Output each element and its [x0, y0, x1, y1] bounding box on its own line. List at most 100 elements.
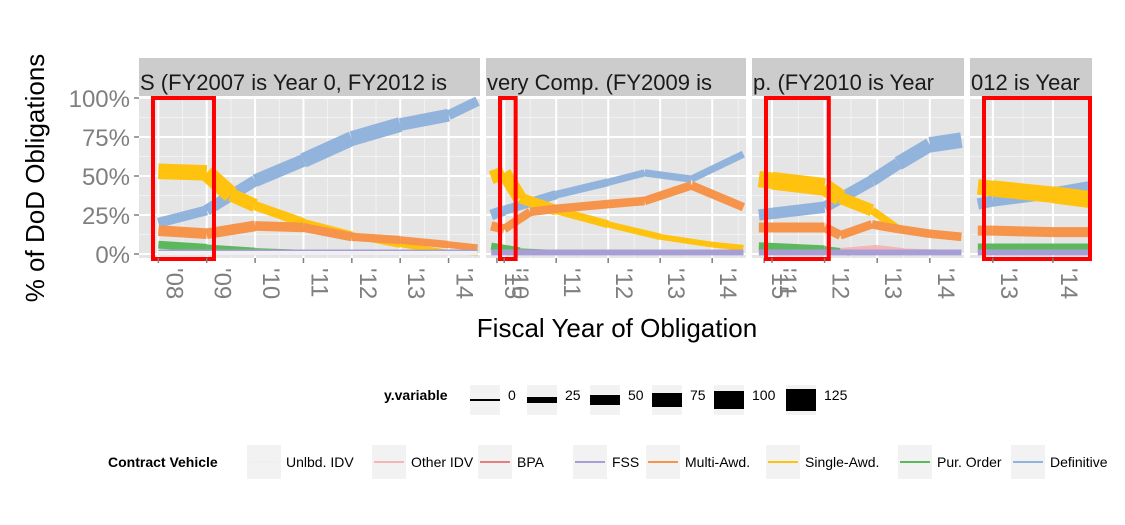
size-legend-label: 100 — [752, 387, 776, 403]
x-tick-label: '14 — [1055, 268, 1082, 299]
series-segment-definitive — [821, 175, 875, 213]
size-legend-label: 75 — [690, 387, 706, 403]
series-segment-definitive — [894, 138, 934, 170]
series-segment-multi-awd- — [351, 232, 401, 245]
x-tick-label: '15 — [766, 268, 793, 299]
series-segment-multi-awd- — [448, 241, 478, 252]
series-segment-single-awd- — [201, 166, 237, 202]
x-tick-label: '10 — [506, 268, 533, 299]
series-segment-single-awd- — [488, 166, 507, 184]
y-axis: 0% 25% 50% 75% 100% — [69, 86, 139, 269]
size-legend-label: 0 — [508, 387, 516, 403]
y-axis-title: % of DoD Obligations — [20, 54, 50, 303]
series-segment-multi-awd- — [897, 224, 931, 238]
series-segment-definitive — [689, 150, 745, 183]
y-tick-label: 25% — [82, 203, 130, 230]
series-segment-multi-awd- — [929, 229, 962, 242]
series-segment-multi-awd- — [302, 223, 353, 242]
y-tick-label: 75% — [82, 125, 130, 152]
color-legend-label: Other IDV — [411, 454, 474, 470]
series-segment-multi-awd- — [254, 221, 304, 233]
x-tick-label: '12 — [354, 268, 381, 299]
series-segment-definitive — [771, 201, 826, 220]
size-key-swatch — [714, 391, 744, 409]
series-segment-definitive — [349, 117, 403, 146]
series-segment-single-awd- — [253, 201, 306, 228]
x-axis-title: Fiscal Year of Obligation — [477, 313, 757, 343]
facet-panel: p. (FY2010 is Year '11 '12 '13 '14 — [752, 58, 964, 299]
highlight-box — [764, 96, 831, 261]
facet-strip-label: p. (FY2010 is Year — [753, 70, 934, 95]
x-tick-label: '08 — [160, 268, 187, 299]
color-legend-label: Definitive — [1050, 454, 1108, 470]
highlight-box — [151, 96, 216, 261]
color-legend-title: Contract Vehicle — [108, 454, 218, 470]
series-segment-pur-order — [158, 240, 207, 252]
facet-panel: very Comp. (FY2009 is '10 '11 '12 '13 '14 '15 — [486, 58, 793, 299]
size-legend-label: 125 — [824, 387, 848, 403]
color-legend: Contract Vehicle Unlbd. IDV Other IDV BPA FS… — [108, 445, 1108, 479]
series-segment-multi-awd- — [529, 204, 557, 217]
x-tick-label: '12 — [827, 268, 854, 299]
x-tick-label: '10 — [257, 268, 284, 299]
series-segment-definitive — [555, 178, 610, 199]
series-segment-single-awd- — [158, 163, 207, 181]
facet-strip-label: S (FY2007 is Year 0, FY2012 is — [140, 70, 447, 95]
x-tick-label: '14 — [714, 268, 741, 299]
series-segment-single-awd- — [659, 233, 713, 248]
color-legend-label: Unlbd. IDV — [286, 454, 354, 470]
facet-strip-label: 012 is Year — [971, 70, 1080, 95]
series-segment-single-awd- — [770, 171, 826, 196]
x-tick-label: '11 — [558, 268, 585, 298]
size-legend-title: y.variable — [384, 387, 448, 403]
size-legend-label: 25 — [565, 387, 581, 403]
series-segment-definitive — [868, 158, 902, 186]
series-segment-definitive — [928, 132, 963, 153]
facet-strip — [970, 58, 1092, 96]
x-tick-label: '11 — [774, 268, 801, 298]
series-segment-multi-awd- — [643, 181, 693, 206]
x-tick-label: '14 — [451, 268, 478, 299]
size-legend-label: 50 — [628, 387, 644, 403]
series-segment-single-awd- — [838, 192, 875, 216]
facet-strip — [486, 58, 746, 96]
series-segment-single-awd- — [555, 206, 610, 229]
series-segment-multi-awd- — [871, 220, 899, 234]
facet-strip-label: very Comp. (FY2009 is — [487, 70, 712, 95]
series-segment-multi-awd- — [689, 181, 746, 212]
series-segment-definitive — [607, 169, 646, 186]
x-tick-label: '15 — [499, 268, 526, 299]
highlight-box — [498, 96, 518, 261]
series-segment-definitive — [300, 131, 355, 168]
series-segment-multi-awd- — [555, 199, 609, 214]
x-tick-label: '09 — [209, 268, 236, 299]
series-segment-definitive — [644, 169, 692, 183]
size-key-swatch — [470, 399, 500, 401]
x-tick-label: '14 — [932, 268, 959, 299]
series-segment-single-awd- — [1051, 186, 1091, 208]
facet-strip — [139, 58, 480, 96]
x-tick-label: '13 — [662, 268, 689, 299]
facet-strip — [752, 58, 964, 96]
size-key-swatch — [590, 395, 620, 405]
series-segment-definitive — [398, 108, 450, 131]
y-tick-label: 100% — [69, 86, 130, 113]
size-key-swatch — [527, 397, 557, 403]
color-legend-label: Single-Awd. — [805, 454, 879, 470]
size-key-swatch — [786, 389, 816, 411]
y-tick-label: 0% — [95, 242, 130, 269]
facet-panels: S (FY2007 is Year 0, FY2012 is'08'09'10 '… — [69, 58, 1092, 299]
series-segment-definitive — [252, 154, 306, 187]
series-segment-single-awd- — [711, 241, 744, 251]
facet-panel: 012 is Year '13 '14 — [970, 58, 1092, 299]
x-tick-label: '11 — [305, 268, 332, 298]
series-segment-multi-awd- — [838, 220, 874, 240]
highlight-box — [982, 96, 1092, 261]
series-segment-pur-order — [758, 242, 825, 254]
x-tick-label: '13 — [402, 268, 429, 299]
series-segment-multi-awd- — [607, 196, 645, 209]
series-segment-definitive — [489, 205, 507, 221]
color-legend-label: BPA — [517, 454, 545, 470]
series-segment-single-awd- — [607, 221, 661, 241]
